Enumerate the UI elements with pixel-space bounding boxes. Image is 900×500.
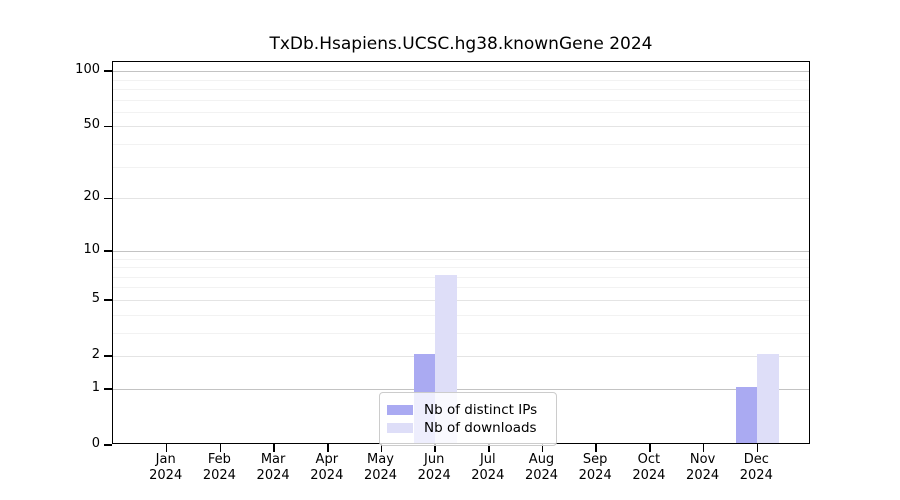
month-name: Jun xyxy=(424,452,445,467)
month-name: Apr xyxy=(315,452,339,467)
legend-box: Nb of distinct IPs Nb of downloads xyxy=(379,392,557,446)
y-tick-1 xyxy=(104,388,112,390)
x-tick-aug xyxy=(541,443,544,452)
legend-item-downloads: Nb of downloads xyxy=(387,420,547,436)
month-year: 2024 xyxy=(686,467,720,483)
y-tick-label-50: 50 xyxy=(83,117,100,133)
gridline-3 xyxy=(113,332,809,334)
gridline-50 xyxy=(113,126,809,128)
chart-title: TxDb.Hsapiens.UCSC.hg38.knownGene 2024 xyxy=(269,34,653,54)
legend-label-downloads: Nb of downloads xyxy=(424,420,537,436)
gridline-40 xyxy=(113,144,809,146)
month-name: May xyxy=(367,452,394,467)
x-tick-oct xyxy=(649,443,651,452)
gridline-7 xyxy=(113,276,809,278)
month-year: 2024 xyxy=(524,467,559,483)
x-tick-jan xyxy=(165,443,168,452)
x-tick-dec xyxy=(756,443,759,452)
month-name: Nov xyxy=(689,452,716,467)
month-name: Oct xyxy=(637,452,661,467)
y-tick-label-100: 100 xyxy=(75,62,100,77)
plot-area: Nb of distinct IPs Nb of downloads xyxy=(104,61,810,452)
gridline-10 xyxy=(113,250,809,252)
month-year: 2024 xyxy=(363,467,398,483)
x-tick-jul xyxy=(488,443,490,452)
gridline-80 xyxy=(113,88,809,90)
gridline-60 xyxy=(113,111,809,113)
month-year: 2024 xyxy=(149,467,183,483)
y-tick-50 xyxy=(104,125,112,128)
x-tick-label-jun: Jun 2024 xyxy=(394,452,474,483)
y-tick-label-0: 0 xyxy=(91,436,100,452)
month-name: Mar xyxy=(260,452,286,467)
month-name: Aug xyxy=(528,452,555,467)
y-tick-label-1: 1 xyxy=(91,380,100,395)
gridline-100 xyxy=(113,71,809,72)
y-tick-label-5: 5 xyxy=(91,290,100,306)
month-year: 2024 xyxy=(310,467,344,483)
x-tick-label-sep: Sep 2024 xyxy=(555,452,635,483)
gridline-9 xyxy=(113,258,809,260)
y-tick-10 xyxy=(104,250,112,252)
x-tick-label-mar: Mar 2024 xyxy=(233,452,313,483)
gridline-8 xyxy=(113,267,809,268)
month-name: Feb xyxy=(207,452,231,467)
y-tick-label-20: 20 xyxy=(83,189,100,205)
month-year: 2024 xyxy=(632,467,666,483)
gridline-70 xyxy=(113,99,809,101)
x-tick-label-aug: Aug 2024 xyxy=(502,452,582,483)
legend-swatch-distinct-ips xyxy=(387,405,413,415)
x-tick-label-feb: Feb 2024 xyxy=(179,452,259,483)
legend-swatch-downloads xyxy=(387,423,413,433)
legend-label-distinct-ips: Nb of distinct IPs xyxy=(424,402,538,418)
gridline-30 xyxy=(113,166,809,168)
gridline-5 xyxy=(113,299,809,301)
month-name: Jan xyxy=(155,452,176,467)
x-tick-jun xyxy=(434,443,436,452)
gridline-20 xyxy=(113,198,809,200)
gridline-2 xyxy=(113,356,809,358)
gridline-90 xyxy=(113,79,809,81)
month-year: 2024 xyxy=(739,467,773,483)
x-tick-label-may: May 2024 xyxy=(341,452,421,483)
x-tick-feb xyxy=(219,443,222,452)
month-year: 2024 xyxy=(256,467,290,483)
x-tick-nov xyxy=(702,443,705,452)
month-year: 2024 xyxy=(578,467,612,483)
legend-item-distinct-ips: Nb of distinct IPs xyxy=(387,402,547,418)
x-tick-label-apr: Apr 2024 xyxy=(287,452,367,483)
y-tick-100 xyxy=(104,70,112,72)
month-name: Sep xyxy=(582,452,608,467)
bar-distinct-ips-dec xyxy=(735,387,758,443)
x-tick-label-jan: Jan 2024 xyxy=(126,452,206,483)
month-name: Dec xyxy=(743,452,769,467)
month-year: 2024 xyxy=(202,467,236,483)
y-tick-label-10: 10 xyxy=(83,241,100,257)
x-tick-sep xyxy=(595,443,597,452)
month-name: Jul xyxy=(479,452,496,467)
x-tick-may xyxy=(380,443,383,452)
y-tick-20 xyxy=(104,197,112,200)
month-year: 2024 xyxy=(471,467,505,483)
bar-downloads-dec xyxy=(757,354,779,443)
x-tick-apr xyxy=(327,443,329,452)
x-tick-label-dec: Dec 2024 xyxy=(716,452,796,483)
x-tick-label-jul: Jul 2024 xyxy=(448,452,528,483)
y-tick-0 xyxy=(104,444,112,446)
x-tick-mar xyxy=(273,443,275,452)
x-tick-label-oct: Oct 2024 xyxy=(609,452,689,483)
y-tick-5 xyxy=(104,299,112,301)
y-tick-label-2: 2 xyxy=(91,347,100,363)
x-tick-label-nov: Nov 2024 xyxy=(663,452,743,483)
month-year: 2024 xyxy=(417,467,451,483)
gridline-6 xyxy=(113,287,809,289)
y-tick-2 xyxy=(104,355,112,357)
gridline-4 xyxy=(113,314,809,316)
gridline-1 xyxy=(113,389,809,390)
